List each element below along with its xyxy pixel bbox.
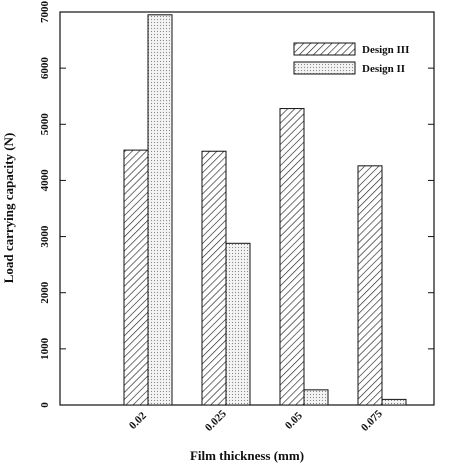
legend-swatch-design-iii <box>293 42 356 56</box>
x-tick-label: 0.025 <box>203 408 229 434</box>
y-tick-label: 6000 <box>39 57 51 80</box>
y-tick-label: 2000 <box>39 281 51 304</box>
x-tick-label: 0.02 <box>127 409 149 431</box>
bar-group <box>123 14 407 406</box>
x-tick-label: 0.075 <box>359 408 385 434</box>
y-tick-label: 1000 <box>39 337 51 360</box>
bar-design-iii-0.02 <box>123 149 149 406</box>
legend: Design III Design II <box>293 42 409 75</box>
bar-design-iii-0.05 <box>279 108 305 406</box>
bar-design-ii-0.02 <box>147 14 173 406</box>
bar-design-ii-0.025 <box>225 242 251 406</box>
y-tick-label: 4000 <box>39 169 51 192</box>
bar-design-iii-0.075 <box>357 165 383 406</box>
y-axis-title: Load carrying capacity (N) <box>1 133 16 284</box>
y-tick-label: 7000 <box>39 1 51 24</box>
legend-label-design-iii: Design III <box>362 44 409 56</box>
bar-design-ii-0.075 <box>381 398 407 406</box>
y-tick-label: 0 <box>39 402 51 408</box>
y-tick-label: 3000 <box>39 225 51 248</box>
bar-design-ii-0.05 <box>303 389 329 406</box>
y-tick-label: 5000 <box>39 113 51 135</box>
x-tick-label: 0.05 <box>283 409 305 431</box>
legend-label-design-ii: Design II <box>362 63 405 75</box>
legend-swatch-design-ii <box>293 61 356 75</box>
y-axis: 0 1000 2000 3000 4000 5000 6000 7000 <box>39 1 434 408</box>
bar-design-iii-0.025 <box>201 150 227 406</box>
x-axis-title: Film thickness (mm) <box>190 448 304 463</box>
